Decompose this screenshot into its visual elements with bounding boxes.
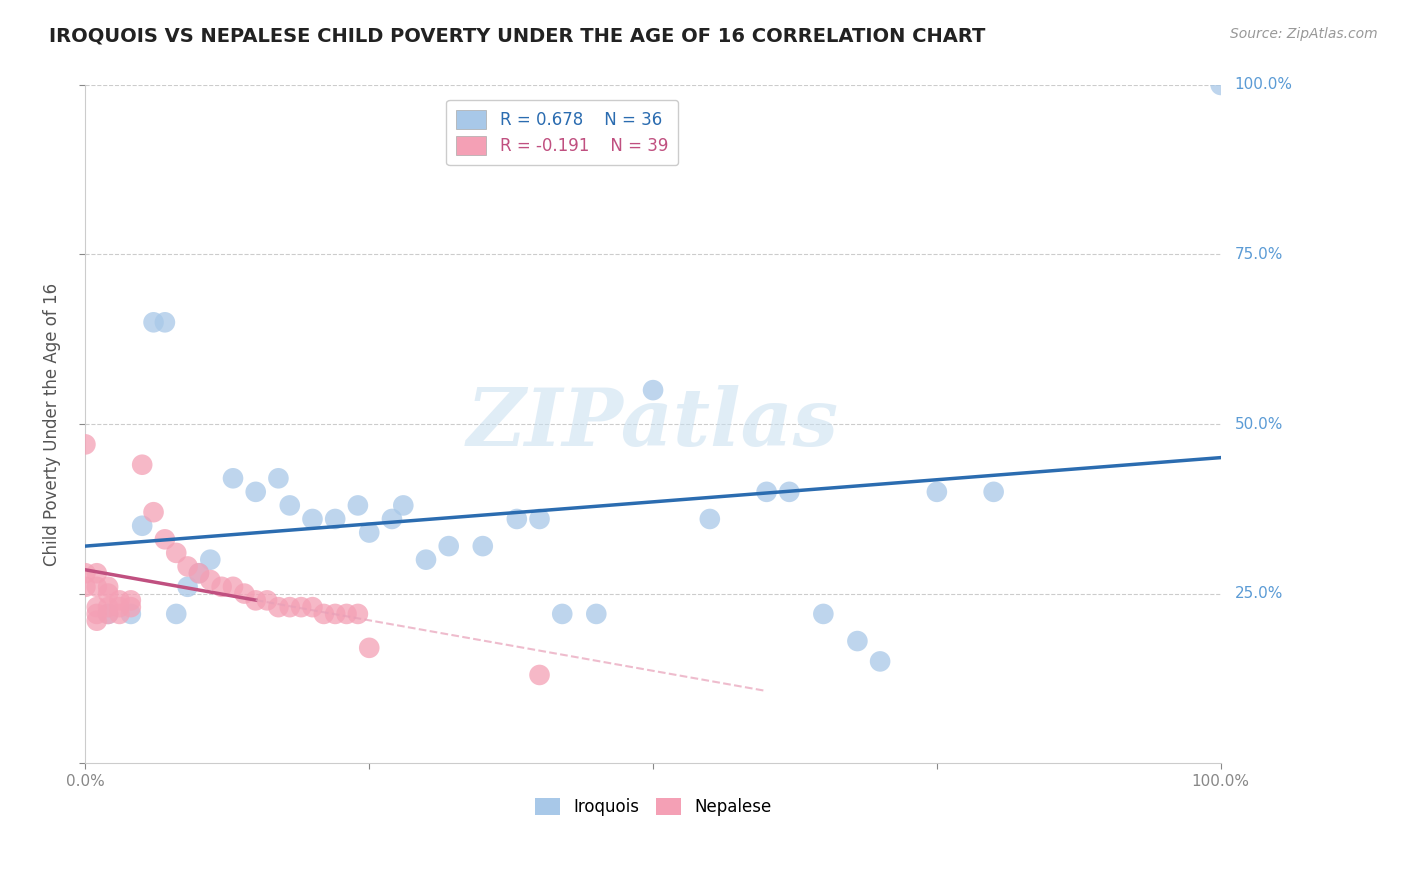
Point bbox=[222, 471, 245, 485]
Point bbox=[813, 607, 835, 621]
Point bbox=[142, 315, 165, 329]
Point bbox=[97, 607, 120, 621]
Point bbox=[176, 559, 198, 574]
Point bbox=[245, 484, 267, 499]
Point bbox=[290, 600, 312, 615]
Point bbox=[347, 499, 370, 513]
Point bbox=[86, 580, 108, 594]
Point bbox=[86, 600, 108, 615]
Text: 25.0%: 25.0% bbox=[1234, 586, 1282, 601]
Point bbox=[585, 607, 607, 621]
Point bbox=[120, 600, 142, 615]
Point bbox=[323, 512, 346, 526]
Text: 100.0%: 100.0% bbox=[1234, 78, 1292, 93]
Point bbox=[97, 586, 120, 600]
Point bbox=[120, 593, 142, 607]
Point bbox=[86, 607, 108, 621]
Point bbox=[529, 668, 551, 682]
Point bbox=[131, 458, 153, 472]
Point bbox=[75, 437, 97, 451]
Point bbox=[233, 586, 256, 600]
Point bbox=[551, 607, 574, 621]
Point bbox=[278, 600, 301, 615]
Point bbox=[381, 512, 404, 526]
Point bbox=[176, 580, 198, 594]
Point bbox=[323, 607, 346, 621]
Point bbox=[108, 607, 131, 621]
Point bbox=[153, 533, 176, 547]
Point bbox=[347, 607, 370, 621]
Point bbox=[188, 566, 211, 581]
Point bbox=[188, 566, 211, 581]
Text: 75.0%: 75.0% bbox=[1234, 247, 1282, 262]
Point bbox=[301, 512, 323, 526]
Point bbox=[222, 580, 245, 594]
Point bbox=[108, 593, 131, 607]
Point bbox=[846, 634, 869, 648]
Point bbox=[108, 600, 131, 615]
Point bbox=[75, 566, 97, 581]
Point bbox=[471, 539, 494, 553]
Point bbox=[97, 600, 120, 615]
Point bbox=[869, 654, 891, 668]
Point bbox=[778, 484, 800, 499]
Legend: Iroquois, Nepalese: Iroquois, Nepalese bbox=[529, 791, 778, 822]
Point bbox=[529, 512, 551, 526]
Point bbox=[301, 600, 323, 615]
Point bbox=[142, 505, 165, 519]
Point bbox=[256, 593, 278, 607]
Point bbox=[983, 484, 1005, 499]
Point bbox=[278, 499, 301, 513]
Point bbox=[1209, 78, 1232, 92]
Point bbox=[755, 484, 778, 499]
Point bbox=[415, 552, 437, 566]
Point bbox=[120, 607, 142, 621]
Point bbox=[506, 512, 529, 526]
Point bbox=[392, 499, 415, 513]
Point bbox=[312, 607, 335, 621]
Point bbox=[267, 600, 290, 615]
Point bbox=[699, 512, 721, 526]
Point bbox=[200, 552, 222, 566]
Point bbox=[925, 484, 948, 499]
Point bbox=[359, 525, 381, 540]
Y-axis label: Child Poverty Under the Age of 16: Child Poverty Under the Age of 16 bbox=[44, 283, 60, 566]
Point bbox=[165, 607, 187, 621]
Point bbox=[200, 573, 222, 587]
Point bbox=[245, 593, 267, 607]
Point bbox=[75, 580, 97, 594]
Text: Source: ZipAtlas.com: Source: ZipAtlas.com bbox=[1230, 27, 1378, 41]
Text: IROQUOIS VS NEPALESE CHILD POVERTY UNDER THE AGE OF 16 CORRELATION CHART: IROQUOIS VS NEPALESE CHILD POVERTY UNDER… bbox=[49, 27, 986, 45]
Point bbox=[131, 518, 153, 533]
Point bbox=[641, 383, 664, 397]
Point bbox=[211, 580, 233, 594]
Point bbox=[97, 607, 120, 621]
Point bbox=[267, 471, 290, 485]
Point bbox=[153, 315, 176, 329]
Text: 50.0%: 50.0% bbox=[1234, 417, 1282, 432]
Point bbox=[97, 580, 120, 594]
Point bbox=[359, 640, 381, 655]
Point bbox=[86, 614, 108, 628]
Point bbox=[86, 566, 108, 581]
Point bbox=[437, 539, 460, 553]
Point bbox=[335, 607, 357, 621]
Text: ZIPatlas: ZIPatlas bbox=[467, 385, 839, 463]
Point bbox=[165, 546, 187, 560]
